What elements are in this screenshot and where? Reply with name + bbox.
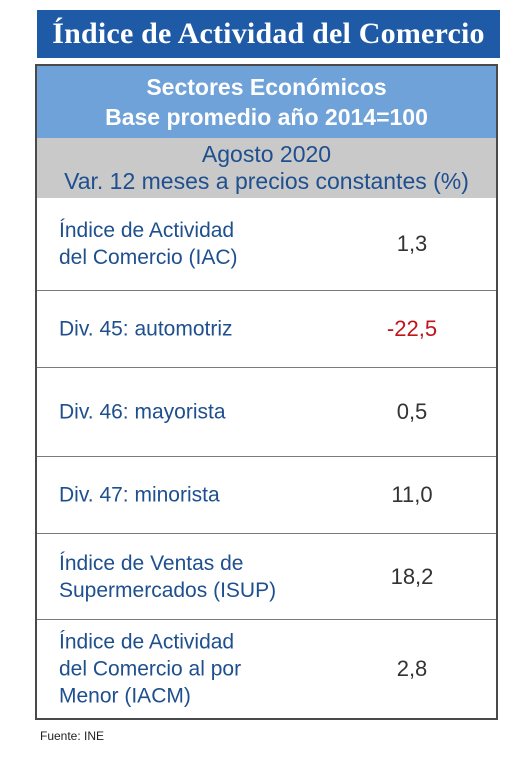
page-title: Índice de Actividad del Comercio <box>52 17 485 50</box>
table-row-div47: Div. 47: minorista 11,0 <box>37 457 496 534</box>
row-label: Div. 46: mayorista <box>59 400 226 424</box>
table-row-iac: Índice de Actividad del Comercio (IAC) 1… <box>37 198 496 291</box>
row-label: Índice de Actividad del Comercio (IAC) <box>59 219 238 269</box>
table-header: Sectores Económicos Base promedio año 20… <box>37 66 496 138</box>
table-row-isup: Índice de Ventas de Supermercados (ISUP)… <box>37 534 496 620</box>
header-line-1: Sectores Económicos <box>146 74 387 100</box>
table-row-div46: Div. 46: mayorista 0,5 <box>37 368 496 457</box>
row-value: 11,0 <box>391 482 433 507</box>
data-table: Sectores Económicos Base promedio año 20… <box>35 64 498 720</box>
title-banner: Índice de Actividad del Comercio <box>37 10 500 58</box>
row-value: 2,8 <box>396 656 428 681</box>
row-value: -22,5 <box>386 316 438 341</box>
row-value: 18,2 <box>390 563 434 589</box>
table-row-div45: Div. 45: automotriz -22,5 <box>37 291 496 368</box>
row-label: Div. 47: minorista <box>59 483 220 507</box>
table-subheader: Agosto 2020 Var. 12 meses a precios cons… <box>37 138 496 198</box>
row-value: 0,5 <box>396 399 428 424</box>
row-value: 1,3 <box>396 231 428 256</box>
row-label: Índice de Actividad del Comercio al por … <box>59 630 242 708</box>
row-label: Div. 45: automotriz <box>59 317 233 341</box>
subheader-line-2: Var. 12 meses a precios constantes (%) <box>64 168 469 194</box>
source-note: Fuente: INE <box>40 729 105 743</box>
subheader-line-1: Agosto 2020 <box>201 141 332 167</box>
row-label: Índice de Ventas de Supermercados (ISUP) <box>59 551 277 602</box>
header-line-2: Base promedio año 2014=100 <box>105 104 428 130</box>
table-row-iacm: Índice de Actividad del Comercio al por … <box>37 620 496 718</box>
